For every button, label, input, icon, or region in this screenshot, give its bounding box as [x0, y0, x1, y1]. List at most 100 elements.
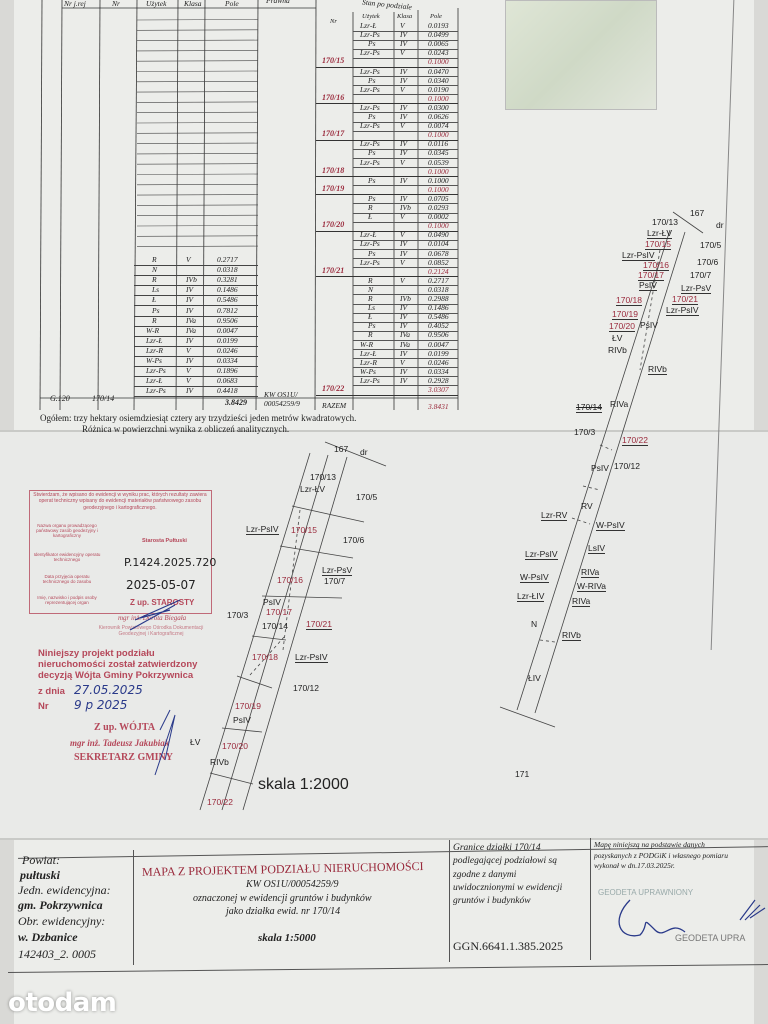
- map-label: RIVa: [610, 399, 629, 409]
- map-label: 170/3: [574, 427, 596, 437]
- nr-value: 170/14: [92, 394, 115, 403]
- cell-uzytek: W-R: [146, 325, 160, 335]
- cell-uzytek: Ps: [152, 305, 160, 315]
- cell-uzytek: Ps: [368, 248, 376, 258]
- map-label: 170/12: [293, 683, 319, 693]
- table-header: Pole: [430, 13, 442, 20]
- row-divider: [353, 267, 458, 269]
- cell-pole: 0.4052: [428, 321, 449, 331]
- row-divider: [134, 335, 258, 337]
- cell-pole: 0.5486: [428, 312, 449, 322]
- row-divider: [353, 258, 458, 259]
- stamp-row4-label: Imię, nazwisko i podpis osoby reprezentu…: [37, 595, 97, 605]
- cell-klasa: V: [186, 345, 191, 355]
- group-divider: [316, 139, 458, 141]
- map-label: 170/7: [324, 576, 346, 586]
- map-label: 170/21: [672, 294, 698, 305]
- summary-line-1: Ogółem: trzy hektary osiemdziesiąt czter…: [40, 413, 357, 423]
- cell-pole: 0.0199: [217, 335, 238, 345]
- jedn-label: Jedn. ewidencyjna:: [18, 883, 111, 897]
- aerial-map-inset: [505, 0, 657, 110]
- cell-pole: 0.2717: [428, 275, 449, 285]
- stamp-row1-label: Nazwa organu prowadzącego państwowy zasó…: [36, 523, 98, 538]
- cell-uzytek: Lzr-Ps: [146, 386, 166, 396]
- cell-klasa: IV: [400, 375, 408, 385]
- cell-uzytek: W-Ps: [360, 366, 376, 376]
- map-label: PsIV: [263, 597, 281, 607]
- cell-pole: 0.0243: [428, 48, 449, 58]
- cell-pole: 0.0193: [428, 21, 449, 30]
- group-total: 0.1000: [428, 221, 449, 231]
- map-label: ŁV: [612, 333, 623, 343]
- map-label: Lzr-ŁV: [300, 484, 326, 494]
- map-label: 170/6: [343, 535, 365, 545]
- cell-pole: 0.0318: [428, 284, 449, 294]
- road-line: [672, 211, 704, 234]
- wojt-sig-3: SEKRETARZ GMINY: [74, 752, 173, 763]
- table-header: Nr: [330, 18, 337, 25]
- table-header: Klasa: [184, 0, 202, 8]
- map-label: 170/5: [356, 492, 378, 502]
- row-divider: [134, 345, 258, 347]
- row-divider: [353, 148, 458, 150]
- row-divider: [353, 312, 458, 314]
- map-label: 170/19: [612, 309, 638, 320]
- map-label: RIVb: [608, 345, 627, 355]
- geodeta-stamp: GEODETA UPRAWNIONY: [598, 888, 694, 897]
- fold-line: [0, 838, 768, 840]
- cell-klasa: IV: [400, 248, 408, 258]
- powiat-value: pułtuski: [20, 868, 61, 882]
- stamp-row3-label: Data przyjęcia operatu technicznego do z…: [42, 574, 92, 584]
- cell-uzytek: Lzr-Ps: [360, 66, 380, 76]
- row-divider: [353, 203, 458, 205]
- approval-line-1: Niniejszy projekt podziału: [38, 648, 155, 659]
- cell-pole: 0.0705: [428, 193, 449, 203]
- group-divider: [316, 103, 458, 105]
- map-label: 170/13: [310, 472, 336, 482]
- powiat-label: Powiat:: [22, 853, 60, 867]
- cell-pole: 0.0047: [217, 325, 238, 335]
- cell-pole: 0.4418: [217, 386, 238, 396]
- cell-klasa: IV: [400, 321, 408, 331]
- cell-pole: 0.0065: [428, 39, 449, 49]
- cell-klasa: V: [400, 48, 405, 58]
- row-divider: [353, 239, 458, 241]
- cell-pole: 0.0683: [217, 376, 238, 386]
- map-label: 170/19: [235, 701, 261, 711]
- row-divider: [353, 94, 458, 96]
- row-divider: [353, 130, 458, 132]
- row-divider: [134, 376, 258, 378]
- granice-line: podlegającej podziałowi są: [453, 856, 557, 867]
- wojt-sig-1: Z up. WÓJTA: [94, 722, 156, 733]
- table-header: Klasa: [397, 13, 413, 20]
- cell-klasa: IV: [186, 335, 194, 345]
- map-label: Lzr-ŁIV: [517, 591, 545, 602]
- cell-uzytek: Ł: [368, 312, 373, 322]
- row-divider: [353, 157, 458, 159]
- row-divider: [353, 321, 458, 323]
- cell-uzytek: R: [368, 330, 373, 340]
- cell-pole: 0.0490: [428, 230, 449, 240]
- granice-line: Granice działki 170/14: [453, 843, 541, 853]
- map-label: RIVb: [210, 757, 229, 767]
- cell-klasa: IVa: [400, 339, 410, 349]
- table-header: Prawna: [266, 0, 290, 5]
- map-label: 170/17: [638, 270, 664, 281]
- cell-uzytek: Ł: [152, 295, 157, 305]
- stamp-signer-role: Kierownik Powiatowego Ośrodka Dokumentac…: [98, 625, 204, 637]
- group-total: 0.1000: [428, 93, 449, 103]
- group-total: 0.1000: [428, 184, 449, 194]
- row-divider: [134, 325, 258, 327]
- cell-uzytek: Lzr-Ps: [360, 30, 380, 40]
- map-label: 170/21: [306, 619, 332, 630]
- cell-klasa: IV: [400, 303, 408, 313]
- cell-klasa: V: [400, 357, 405, 367]
- row-divider: [134, 275, 258, 277]
- row-divider: [353, 349, 458, 350]
- cell-pole: 0.2717: [217, 255, 238, 264]
- row-divider: [353, 167, 458, 168]
- cell-pole: 0.0334: [428, 366, 449, 376]
- map-label: Lzr-PsIV: [525, 549, 558, 560]
- cell-klasa: V: [400, 121, 405, 131]
- map-label: 170/14: [576, 402, 602, 413]
